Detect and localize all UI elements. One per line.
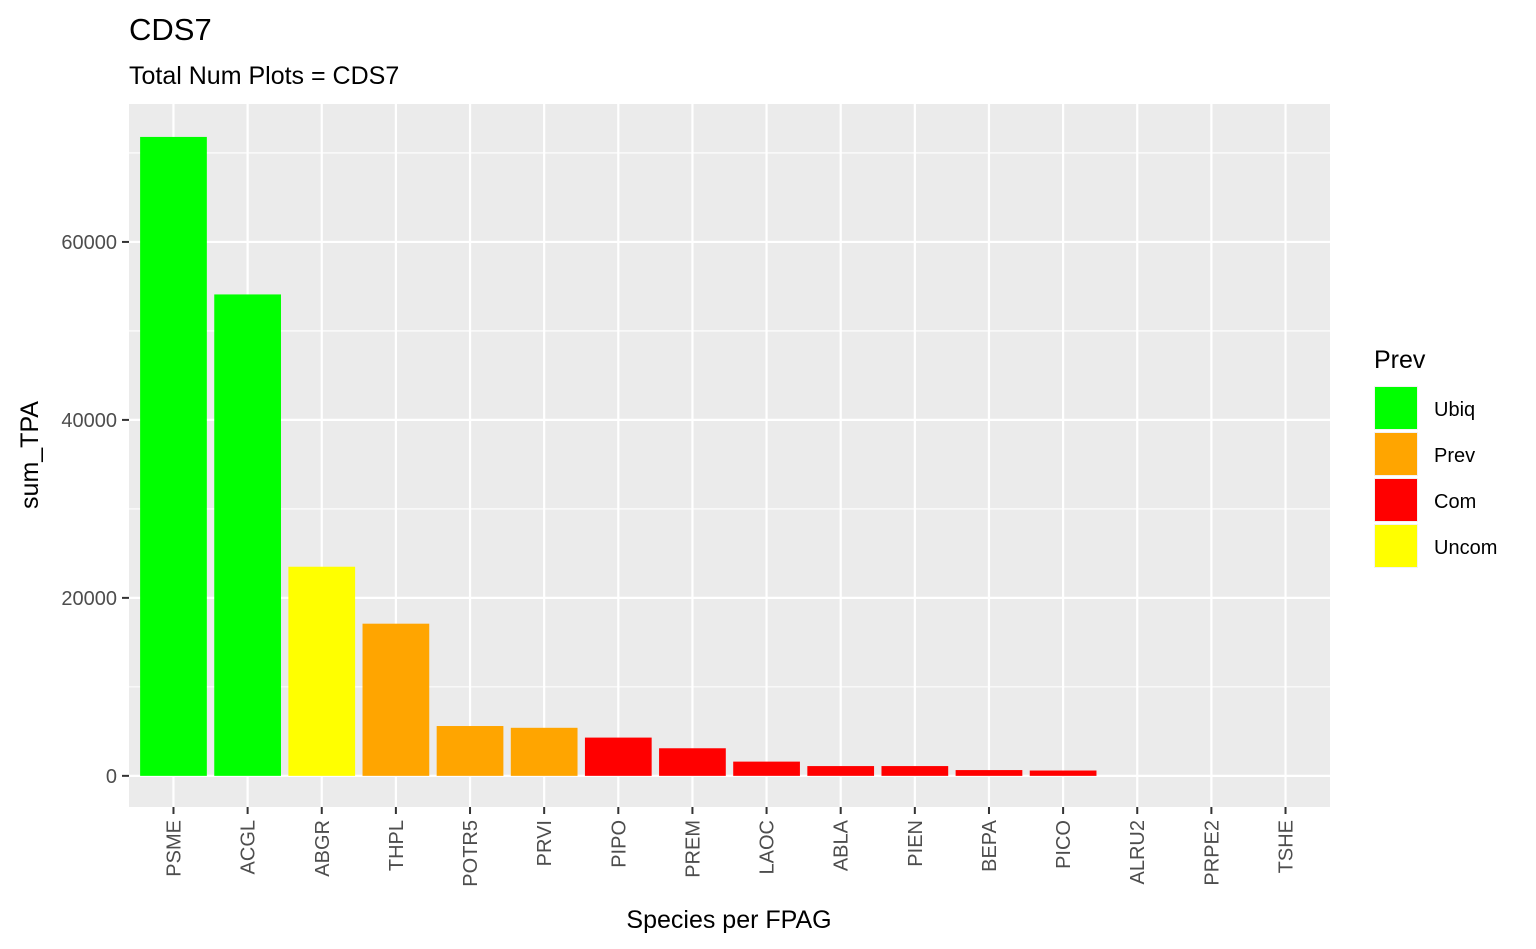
x-axis-title: Species per FPAG [626, 906, 831, 934]
bar-acgl [214, 294, 281, 776]
legend-label-prev: Prev [1434, 445, 1475, 467]
x-tick-label: PIPO [608, 820, 630, 868]
x-tick-label: BEPA [979, 819, 1001, 872]
bar-pipo [584, 737, 652, 776]
bar-pico [1029, 770, 1097, 776]
legend: Prev Ubiq Prev Com Uncom [1374, 346, 1497, 568]
x-tick-label: PREM [682, 820, 704, 878]
x-tick-label: PICO [1053, 820, 1075, 869]
x-tick-label: ALRU2 [1127, 820, 1149, 884]
legend-swatch-prev [1375, 433, 1417, 475]
bar-prvi [510, 727, 578, 776]
bar-prem [659, 748, 726, 776]
x-tick-label: THPL [386, 820, 408, 871]
bar-psme [140, 136, 207, 776]
x-tick-label: TSHE [1276, 820, 1298, 873]
y-tick-label: 20000 [61, 588, 117, 610]
x-tick-label: PRVI [534, 820, 556, 866]
y-tick-label: 40000 [61, 410, 117, 432]
y-axis-ticks: 0 20000 40000 60000 [61, 232, 129, 788]
x-tick-label: PIEN [905, 820, 927, 867]
y-axis-title: sum_TPA [16, 401, 44, 509]
bar-laoc [733, 761, 800, 776]
bar-bepa [955, 770, 1023, 776]
x-tick-label: ABLA [831, 819, 853, 871]
bar-abgr [288, 566, 356, 776]
legend-swatch-com [1375, 479, 1417, 521]
legend-title: Prev [1374, 346, 1426, 374]
y-tick-label: 60000 [61, 232, 117, 254]
x-tick-label: PRPE2 [1201, 820, 1223, 886]
bar-pien [881, 766, 949, 776]
x-tick-label: ACGL [238, 820, 260, 874]
x-tick-label: LAOC [757, 820, 779, 874]
bar-potr5 [436, 726, 504, 776]
x-tick-label: PSME [163, 820, 185, 877]
chart-subtitle: Total Num Plots = CDS7 [129, 62, 399, 90]
x-tick-label: POTR5 [460, 820, 482, 887]
bar-abla [807, 766, 875, 776]
chart-title: CDS7 [129, 12, 212, 47]
legend-swatch-uncom [1375, 525, 1417, 567]
y-tick-label: 0 [106, 766, 117, 788]
x-axis-ticks: PSME ACGL ABGR THPL POTR5 PRVI PIPO PREM LAOC ABL… [163, 807, 1298, 887]
legend-swatch-ubiq [1375, 387, 1417, 429]
bar-thpl [362, 623, 430, 776]
x-tick-label: ABGR [312, 820, 334, 877]
legend-label-ubiq: Ubiq [1434, 399, 1475, 421]
bars [140, 136, 1097, 776]
legend-label-com: Com [1434, 491, 1476, 513]
legend-label-uncom: Uncom [1434, 537, 1497, 559]
